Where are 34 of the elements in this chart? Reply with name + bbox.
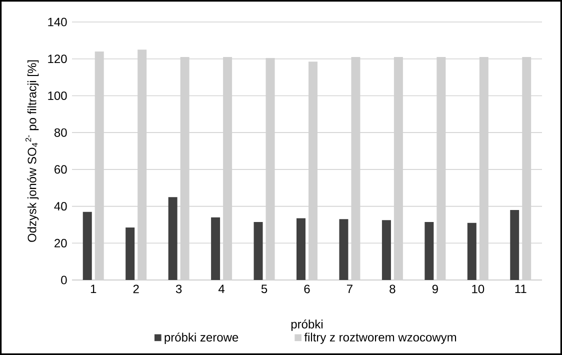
y-tick-label: 40 — [54, 202, 67, 211]
x-tick-label: 8 — [390, 284, 396, 294]
y-tick-label: 100 — [48, 91, 67, 100]
x-tick-label: 5 — [261, 284, 268, 294]
x-tick-label: 3 — [176, 284, 182, 294]
x-tick-label: 11 — [515, 284, 526, 293]
x-tick-label: 4 — [218, 284, 225, 293]
y-tick-label: 0 — [61, 276, 67, 284]
bar — [296, 218, 306, 280]
bar — [424, 222, 434, 280]
y-tick-label: 80 — [54, 128, 67, 137]
x-tick-label: 7 — [346, 284, 352, 293]
bar — [382, 220, 391, 280]
bar — [339, 219, 348, 280]
bar — [254, 222, 263, 280]
legend-label: filtry z roztworem wzocowym — [304, 332, 456, 344]
x-tick-label: 10 — [472, 284, 484, 294]
y-tick-label: 120 — [48, 54, 67, 64]
bar — [510, 210, 520, 280]
legend-label: próbki zerowe — [164, 332, 238, 344]
y-tick-label: 60 — [54, 165, 67, 174]
x-tick-label: 6 — [304, 284, 310, 294]
bar — [82, 212, 92, 280]
bar — [126, 227, 135, 280]
x-axis-title: próbki — [291, 319, 323, 331]
y-tick-label: 20 — [54, 238, 67, 248]
y-tick-label: 140 — [48, 18, 67, 26]
bar — [211, 217, 220, 280]
x-tick-label: 9 — [432, 284, 438, 294]
x-tick-label: 1 — [90, 284, 96, 293]
y-axis-title: Odzysk jonów SO$_{4}$$^{2-}$ po filtracji [%] — [25, 60, 39, 242]
bar — [467, 222, 476, 280]
bar — [168, 197, 178, 280]
x-tick-label: 2 — [133, 284, 139, 294]
